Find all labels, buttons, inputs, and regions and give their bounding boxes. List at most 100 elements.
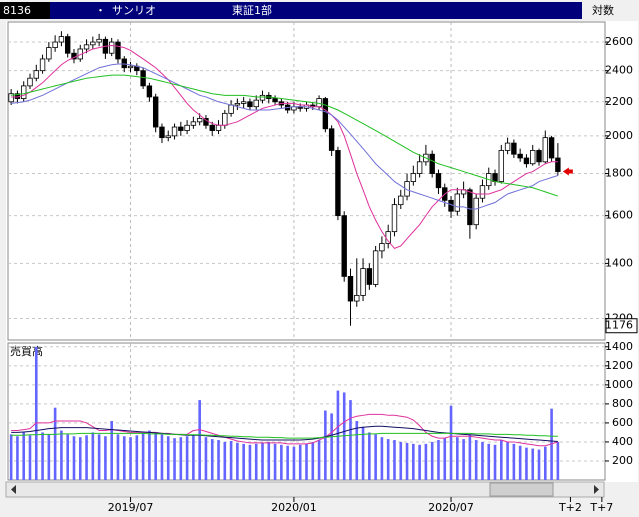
volume-bar xyxy=(104,436,107,480)
candle-body xyxy=(498,150,505,182)
volume-bar xyxy=(468,434,472,480)
volume-bar xyxy=(210,439,214,480)
candle-body xyxy=(234,103,241,106)
candle-body xyxy=(354,295,360,302)
volume-bar xyxy=(405,442,409,480)
volume-bar xyxy=(330,413,333,480)
candle-body xyxy=(140,70,146,87)
volume-bar xyxy=(500,440,503,480)
volume-bar xyxy=(393,440,396,480)
candle-body xyxy=(152,96,159,128)
y-tick-label: 1400 xyxy=(605,340,633,353)
volume-bar xyxy=(368,432,371,480)
volume-bar xyxy=(166,436,170,480)
candle-body xyxy=(52,41,58,48)
volume-bar xyxy=(192,435,195,480)
candle-body xyxy=(391,204,398,233)
candle-body xyxy=(398,195,404,206)
volume-bar xyxy=(66,434,69,480)
volume-bar xyxy=(544,446,547,480)
volume-bar xyxy=(16,436,19,480)
code-box xyxy=(0,2,50,19)
y-tick-label: 200 xyxy=(612,454,633,467)
candle-body xyxy=(435,173,442,189)
volume-bar xyxy=(324,410,327,480)
volume-bar xyxy=(254,443,258,480)
candle-body xyxy=(8,93,14,103)
y-tick-label: 2200 xyxy=(605,95,633,108)
volume-bar xyxy=(531,448,535,480)
candle-body xyxy=(146,85,153,98)
x-tick-label: 2020/07 xyxy=(428,501,474,514)
volume-bar xyxy=(443,438,447,480)
y-tick-label: 1200 xyxy=(605,359,633,372)
volume-bar xyxy=(481,441,484,480)
volume-bar xyxy=(537,449,541,480)
volume-bar xyxy=(261,442,264,480)
volume-bar xyxy=(474,440,478,480)
scroll-left[interactable] xyxy=(11,485,16,494)
candle-body xyxy=(467,189,473,226)
volume-bar xyxy=(91,432,95,480)
scale-toggle[interactable]: 対数 xyxy=(592,3,614,17)
candle-body xyxy=(536,150,542,163)
candle-body xyxy=(366,268,373,285)
volume-bar xyxy=(160,434,164,480)
volume-bar xyxy=(493,444,497,480)
volume-bar xyxy=(462,439,465,480)
volume-bar xyxy=(223,441,227,480)
candle-body xyxy=(46,47,52,60)
volume-bar xyxy=(47,434,51,480)
volume-bar xyxy=(236,442,239,480)
candle-body xyxy=(178,126,184,131)
price-arrow xyxy=(562,167,573,176)
volume-bar xyxy=(41,432,44,480)
stock-code: 8136 xyxy=(3,4,31,17)
y-tick-label: 1000 xyxy=(605,378,633,391)
volume-bar xyxy=(72,436,76,480)
volume-bar xyxy=(60,430,63,480)
volume-bar xyxy=(97,434,101,480)
volume-bar xyxy=(487,443,491,480)
candle-body xyxy=(504,142,511,151)
volume-bar xyxy=(317,440,321,480)
volume-bar xyxy=(311,441,315,480)
volume-bar xyxy=(386,439,390,480)
candle-body xyxy=(247,101,253,108)
scrollbar[interactable] xyxy=(5,481,605,498)
candle-body xyxy=(328,128,335,151)
candle-body xyxy=(360,268,366,296)
candle-body xyxy=(379,243,385,252)
volume-bar xyxy=(135,435,139,480)
candle-body xyxy=(115,41,121,60)
candle-body xyxy=(548,137,555,159)
volume-bar xyxy=(110,421,113,480)
volume-bar xyxy=(449,405,453,480)
candle-body xyxy=(259,94,266,101)
volume-bar xyxy=(217,440,220,480)
candle-body xyxy=(240,101,247,104)
y-tick-label: 1800 xyxy=(605,167,633,180)
volume-bar xyxy=(355,421,359,480)
moving-average xyxy=(11,45,558,249)
volume-title: 売買高 xyxy=(10,344,43,358)
moving-average xyxy=(11,63,559,210)
volume-bar xyxy=(248,444,252,480)
volume-bar xyxy=(198,400,201,480)
candle-body xyxy=(196,118,203,123)
volume-bar xyxy=(122,436,126,480)
scroll-right[interactable] xyxy=(594,485,599,494)
volume-bar xyxy=(242,443,245,480)
volume-bar xyxy=(280,444,283,480)
volume-bar xyxy=(129,437,132,480)
volume-bar xyxy=(53,407,57,480)
volume-bar xyxy=(456,437,459,480)
candle-body xyxy=(58,36,65,43)
volume-bar xyxy=(305,443,308,480)
volume-average xyxy=(11,432,558,439)
candle-body xyxy=(33,70,39,79)
scroll-thumb[interactable] xyxy=(489,482,554,497)
candle-body xyxy=(171,126,178,137)
volume-average xyxy=(11,425,558,442)
volume-bar xyxy=(179,437,183,480)
